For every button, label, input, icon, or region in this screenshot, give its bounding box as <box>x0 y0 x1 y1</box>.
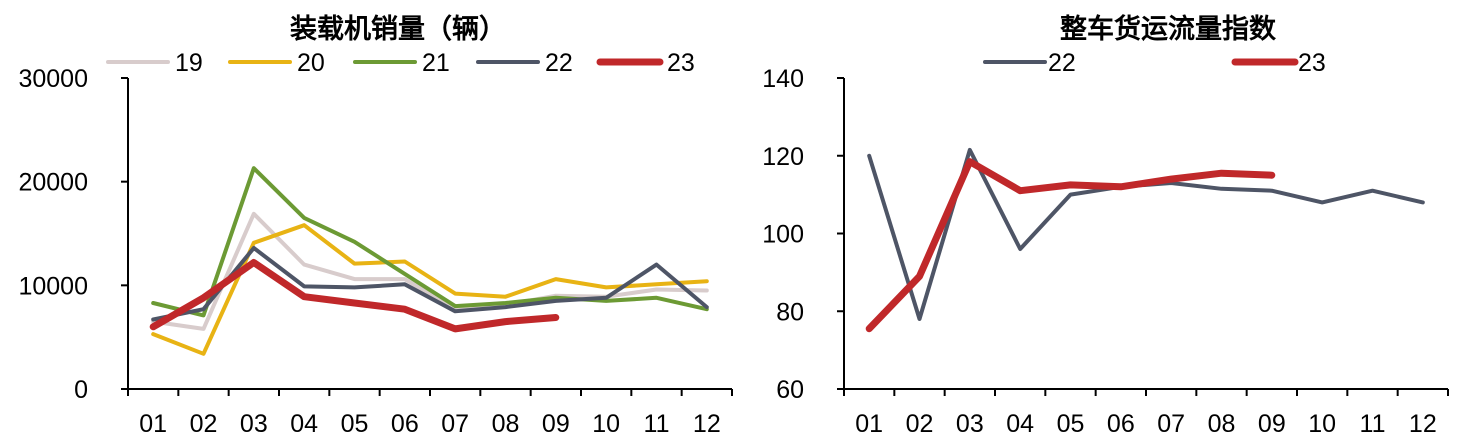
sales-series-line-21 <box>151 166 709 318</box>
y-tick-label: 80 <box>776 298 804 326</box>
x-tick-label: 04 <box>290 410 318 438</box>
y-tick-label: 10000 <box>18 272 88 300</box>
x-tick-label: 01 <box>855 410 883 438</box>
x-tick-label: 09 <box>542 410 570 438</box>
x-tick-label: 08 <box>492 410 520 438</box>
x-tick-label: 03 <box>240 410 268 438</box>
y-tick-label: 60 <box>776 376 804 404</box>
y-tick-label: 0 <box>74 376 88 404</box>
sales-series-line-23 <box>149 259 560 333</box>
x-tick-label: 05 <box>341 410 369 438</box>
x-tick-label: 02 <box>906 410 934 438</box>
loader-sales-chart-svg: 装载机销量（辆） 0 10000 20000 30000 01 02 03 04 05 06 07 08… <box>18 14 733 438</box>
x-tick-label: 03 <box>956 410 984 438</box>
y-tick-label: 140 <box>762 65 804 93</box>
legend-label-20: 20 <box>297 49 325 77</box>
x-tick-label: 12 <box>693 410 721 438</box>
x-tick-label: 10 <box>1308 410 1336 438</box>
y-tick-label: 20000 <box>18 169 88 197</box>
y-tick-label: 100 <box>762 221 804 249</box>
loader-sales-chart: 装载机销量（辆） 0 10000 20000 30000 01 02 03 04 05 06 07 08… <box>18 14 733 438</box>
x-tick-label: 07 <box>441 410 469 438</box>
freight-series-line-23 <box>865 158 1276 333</box>
y-tick-label: 120 <box>762 143 804 171</box>
legend-label-23: 23 <box>1298 49 1326 77</box>
x-tick-label: 05 <box>1057 410 1085 438</box>
chart-title: 装载机销量（辆） <box>290 14 506 45</box>
sales-series-line-22 <box>151 246 709 322</box>
x-tick-label: 08 <box>1208 410 1236 438</box>
sales-series-line-19 <box>151 211 709 331</box>
freight-index-chart: 整车货运流量指数 60 80 100 120 140 01 02 03 04 05 06 07 08 09 1… <box>740 0 1469 445</box>
x-tick-label: 06 <box>391 410 419 438</box>
x-tick-label: 11 <box>644 410 670 438</box>
legend-label-23: 23 <box>667 49 695 77</box>
x-tick-label: 02 <box>190 410 218 438</box>
legend-label-19: 19 <box>175 49 203 77</box>
x-tick-label: 12 <box>1409 410 1437 438</box>
x-tick-label: 10 <box>592 410 620 438</box>
legend-label-22: 22 <box>545 49 573 77</box>
freight-series-line-22 <box>867 147 1425 321</box>
x-tick-label: 07 <box>1157 410 1185 438</box>
legend-label-22: 22 <box>1048 49 1076 77</box>
legend-label-21: 21 <box>422 49 450 77</box>
x-tick-label: 01 <box>139 410 167 438</box>
x-tick-label: 06 <box>1107 410 1135 438</box>
x-tick-label: 11 <box>1360 410 1386 438</box>
freight-index-chart-svg: 整车货运流量指数 60 80 100 120 140 01 02 03 04 05 06 07 08 09 1… <box>762 13 1449 438</box>
chart-title: 整车货运流量指数 <box>1060 13 1277 45</box>
x-tick-label: 09 <box>1258 410 1286 438</box>
y-tick-label: 30000 <box>18 65 88 93</box>
x-tick-label: 04 <box>1006 410 1034 438</box>
